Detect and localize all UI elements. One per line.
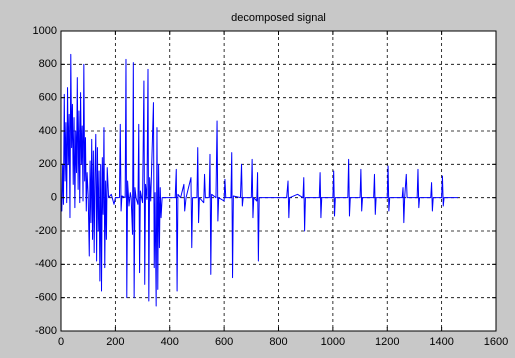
y-tick-label: -800 [35, 325, 57, 337]
y-tick-label: -600 [35, 292, 57, 304]
x-tick-label: 400 [161, 336, 179, 348]
x-tick-label: 200 [106, 336, 124, 348]
y-tick-label: -400 [35, 258, 57, 270]
x-tick-label: 1600 [484, 336, 508, 348]
x-tick-label: 1200 [375, 336, 399, 348]
data-layer [60, 53, 458, 307]
y-tick-label: 600 [39, 92, 57, 104]
x-tick-label: 800 [269, 336, 287, 348]
x-tick-label: 1000 [321, 336, 345, 348]
x-tick-label: 1400 [429, 336, 453, 348]
y-tick-label: 1000 [33, 25, 57, 37]
chart-title: decomposed signal [231, 12, 326, 24]
y-tick-label: 0 [51, 192, 57, 204]
y-tick-label: 200 [39, 158, 57, 170]
ticks: 0 200 400 600 800 1000 1200 1400 1600 -800 -600 -40… [33, 25, 509, 348]
signal-line [60, 53, 458, 307]
x-tick-label: 600 [215, 336, 233, 348]
y-tick-label: 400 [39, 125, 57, 137]
y-tick-label: 800 [39, 58, 57, 70]
y-tick-label: -200 [35, 225, 57, 237]
x-tick-label: 0 [58, 336, 64, 348]
